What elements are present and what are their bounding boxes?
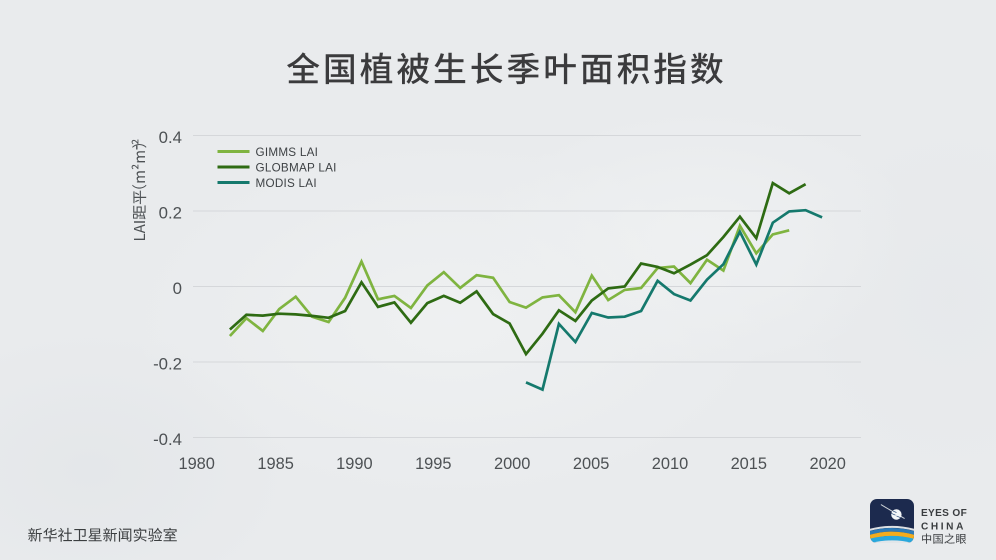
- svg-text:2010: 2010: [652, 455, 688, 473]
- svg-text:MODIS LAI: MODIS LAI: [256, 177, 317, 190]
- svg-text:EYES OF: EYES OF: [921, 508, 967, 519]
- svg-text:CHINA: CHINA: [921, 521, 966, 532]
- svg-text:GIMMS LAI: GIMMS LAI: [256, 146, 319, 159]
- svg-text:-0.2: -0.2: [153, 355, 182, 374]
- svg-text:2000: 2000: [494, 455, 530, 473]
- svg-text:0.2: 0.2: [159, 204, 182, 223]
- svg-text:-0.4: -0.4: [153, 430, 182, 449]
- svg-text:1995: 1995: [415, 455, 451, 473]
- svg-text:0: 0: [173, 279, 182, 298]
- svg-text:0.4: 0.4: [159, 128, 182, 147]
- svg-text:GLOBMAP LAI: GLOBMAP LAI: [256, 161, 337, 174]
- svg-text:1985: 1985: [257, 455, 293, 473]
- svg-text:2015: 2015: [731, 455, 767, 473]
- svg-text:2020: 2020: [809, 455, 845, 473]
- svg-text:2005: 2005: [573, 455, 609, 473]
- svg-text:1990: 1990: [336, 455, 372, 473]
- svg-text:1980: 1980: [178, 455, 214, 473]
